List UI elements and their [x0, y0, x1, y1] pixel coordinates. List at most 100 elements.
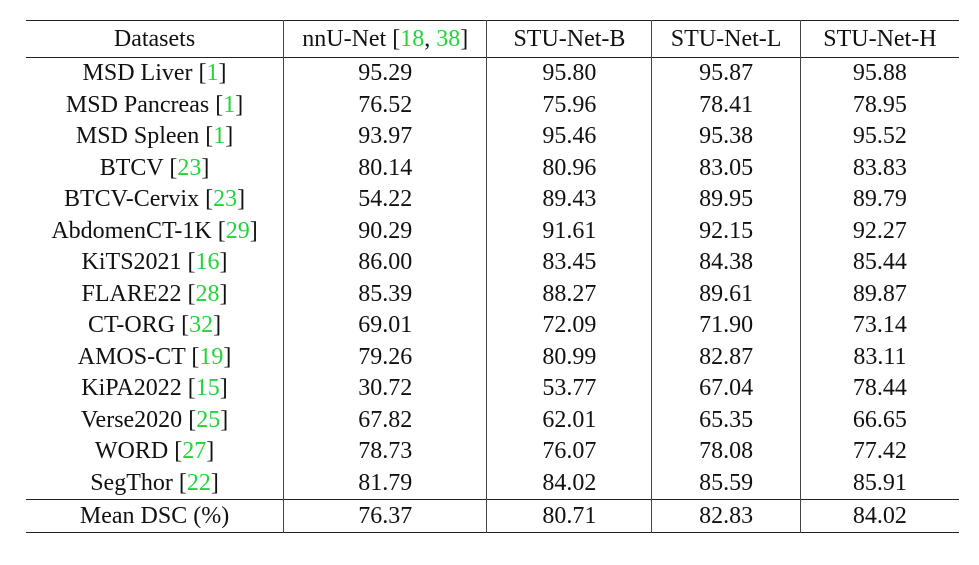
results-table: Datasets nnU-Net [18, 38] STU-Net-B STU-… [26, 20, 959, 533]
value-stu-net-b: 83.45 [486, 247, 652, 279]
dataset-cell: CT-ORG [32] [26, 310, 284, 342]
dataset-name: CT-ORG [87, 312, 182, 338]
header-stu-net-h: STU-Net-H [799, 20, 959, 58]
value-stu-net-h: 83.83 [799, 152, 959, 184]
value-stu-net-h: 83.11 [799, 341, 959, 373]
bracket-open: [ [191, 343, 200, 370]
citation-link[interactable]: 1 [206, 60, 219, 86]
dataset-name: FLARE22 [81, 280, 188, 307]
value-stu-net-l: 65.35 [651, 404, 801, 436]
citation-link[interactable]: 23 [177, 154, 202, 181]
table-row: BTCV [23] 80.14 80.96 83.05 83.83 [26, 152, 959, 184]
value-stu-net-l: 84.38 [651, 247, 801, 279]
dataset-cell: AMOS-CT [19] [26, 342, 284, 374]
value-stu-net-b: 89.43 [486, 184, 652, 216]
value-stu-net-h: 73.14 [799, 310, 959, 342]
citation-link[interactable]: 16 [195, 249, 220, 275]
bracket-open: [ [198, 60, 207, 86]
citation-link[interactable]: 1 [213, 123, 226, 149]
citation-link[interactable]: 19 [199, 343, 224, 370]
citation-link[interactable]: 18 [400, 26, 425, 52]
table-row: AMOS-CT [19] 79.26 80.99 82.87 83.11 [26, 341, 959, 374]
value-stu-net-h: 89.79 [799, 184, 959, 216]
value-nnunet: 80.14 [283, 152, 487, 184]
bracket-close: ] [219, 280, 228, 307]
header-stu-net-l: STU-Net-L [651, 20, 801, 58]
bracket-close: ] [210, 469, 219, 496]
bracket-open: [ [187, 375, 196, 401]
value-stu-net-b: 53.77 [486, 373, 652, 405]
dataset-cell: MSD Spleen [1] [26, 121, 284, 153]
value-stu-net-h: 78.95 [799, 89, 959, 121]
table-row: KiPA2022 [15] 30.72 53.77 67.04 78.44 [26, 373, 959, 405]
value-stu-net-l: 85.59 [651, 467, 801, 500]
bracket-open: [ [392, 26, 401, 52]
value-nnunet: 79.26 [283, 341, 487, 373]
value-stu-net-b: 80.99 [486, 341, 652, 373]
bracket-close: ] [237, 186, 246, 212]
results-body: MSD Liver [1] 95.29 95.80 95.87 95.88 MSD Pan… [26, 57, 959, 500]
value-nnunet: 54.22 [283, 184, 487, 216]
bracket-open: [ [181, 312, 190, 338]
citation-link[interactable]: 32 [189, 312, 214, 338]
table-row: FLARE22 [28] 85.39 88.27 89.61 89.87 [26, 278, 959, 311]
value-stu-net-b: 95.46 [486, 121, 652, 153]
value-stu-net-h: 89.87 [799, 278, 959, 310]
value-nnunet: 30.72 [283, 373, 487, 405]
dataset-name: BTCV [99, 154, 170, 181]
table-row: MSD Liver [1] 95.29 95.80 95.87 95.88 [26, 57, 959, 90]
dataset-cell: FLARE22 [28] [26, 279, 284, 311]
table-row: CT-ORG [32] 69.01 72.09 71.90 73.14 [26, 310, 959, 342]
value-stu-net-l: 71.90 [651, 310, 801, 342]
bracket-close: ] [219, 249, 228, 275]
citation-link[interactable]: 27 [182, 438, 207, 464]
citation-link[interactable]: 25 [196, 406, 221, 433]
bracket-open: [ [205, 186, 214, 212]
value-stu-net-h: 78.44 [799, 373, 959, 405]
value-stu-net-l: 82.87 [651, 341, 801, 373]
header-nnunet-name: nnU-Net [302, 26, 393, 52]
value-nnunet: 67.82 [283, 404, 487, 436]
bracket-open: [ [188, 406, 197, 433]
value-stu-net-l: 78.08 [651, 436, 801, 468]
table-row: KiTS2021 [16] 86.00 83.45 84.38 85.44 [26, 247, 959, 279]
bracket-open: [ [187, 280, 196, 307]
bracket-open: [ [205, 123, 214, 149]
value-nnunet: 78.73 [283, 436, 487, 468]
table-row: SegThor [22] 81.79 84.02 85.59 85.91 [26, 467, 959, 500]
bracket-open: [ [174, 438, 183, 464]
value-stu-net-h: 95.52 [799, 121, 959, 153]
mean-stu-net-l: 82.83 [651, 499, 801, 533]
citation-link[interactable]: 28 [195, 280, 220, 307]
citation-link[interactable]: 38 [436, 26, 461, 52]
value-stu-net-b: 76.07 [486, 436, 652, 468]
citation-link[interactable]: 22 [186, 469, 211, 496]
bracket-close: ] [220, 406, 229, 433]
value-stu-net-h: 85.91 [799, 467, 959, 500]
dataset-cell: BTCV-Cervix [23] [26, 184, 284, 216]
bracket-close: ] [249, 217, 258, 244]
citation-link[interactable]: 23 [213, 186, 238, 212]
header-datasets: Datasets [113, 26, 196, 52]
value-stu-net-l: 67.04 [651, 373, 801, 405]
value-stu-net-l: 89.61 [651, 278, 801, 310]
citation-link[interactable]: 1 [223, 91, 236, 118]
dataset-name: BTCV-Cervix [63, 186, 206, 212]
dataset-name: MSD Spleen [75, 123, 206, 149]
value-stu-net-b: 91.61 [486, 215, 652, 247]
value-nnunet: 86.00 [283, 247, 487, 279]
bracket-close: ] [460, 26, 469, 52]
table-row: MSD Spleen [1] 93.97 95.46 95.38 95.52 [26, 121, 959, 153]
mean-row: Mean DSC (%) 76.37 80.71 82.83 84.02 [26, 499, 959, 533]
dataset-cell: SegThor [22] [26, 468, 284, 500]
citation-link[interactable]: 29 [225, 217, 250, 244]
value-nnunet: 76.52 [283, 89, 487, 121]
bracket-close: ] [201, 154, 210, 181]
value-stu-net-b: 72.09 [486, 310, 652, 342]
dataset-cell: KiTS2021 [16] [26, 247, 284, 279]
value-stu-net-h: 85.44 [799, 247, 959, 279]
bracket-open: [ [215, 91, 224, 118]
dataset-name: AMOS-CT [77, 343, 192, 370]
dataset-cell: AbdomenCT-1K [29] [26, 216, 284, 248]
citation-link[interactable]: 15 [195, 375, 220, 401]
